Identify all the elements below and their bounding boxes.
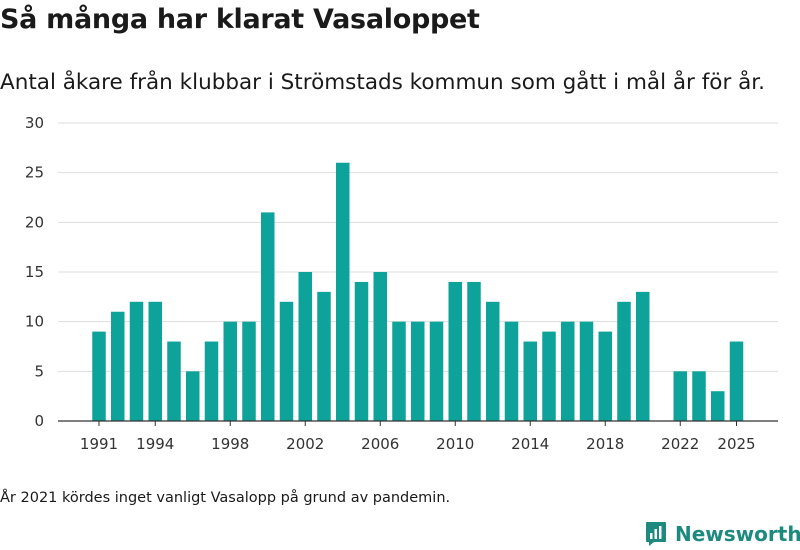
brand: Newsworthy: [645, 519, 800, 549]
bar-1991: [92, 331, 106, 421]
bar-2014: [523, 341, 537, 421]
bar-2024: [711, 391, 725, 421]
y-tick-label: 20: [25, 213, 44, 231]
bars: [92, 162, 744, 421]
chart-title: Så många har klarat Vasaloppet: [0, 4, 480, 35]
bar-2002: [298, 272, 312, 421]
bar-1992: [111, 311, 125, 421]
bar-2001: [279, 301, 294, 421]
y-tick-label: 10: [25, 313, 44, 331]
y-tick-label: 15: [25, 263, 44, 281]
bar-2013: [504, 321, 519, 421]
bar-2010: [448, 281, 462, 421]
y-tick-label: 25: [25, 164, 44, 182]
x-tick-label: 2002: [286, 435, 324, 453]
x-tick-label: 2022: [661, 435, 699, 453]
bar-2023: [692, 371, 706, 421]
bar-2012: [486, 301, 500, 421]
bar-2020: [636, 291, 650, 421]
axes: [58, 420, 778, 426]
bar-2025: [729, 341, 744, 421]
bar-2017: [579, 321, 594, 421]
bar-2007: [392, 321, 406, 421]
bar-2015: [542, 331, 556, 421]
bar-2005: [354, 281, 369, 421]
x-tick-label: 2006: [361, 435, 399, 453]
bar-2018: [598, 331, 612, 421]
x-tick-label: 1994: [136, 435, 174, 453]
bar-2008: [411, 321, 425, 421]
bar-2000: [261, 212, 275, 421]
y-tick-label: 5: [34, 362, 44, 380]
bar-1993: [129, 301, 144, 421]
bar-2019: [617, 301, 631, 421]
chart-subtitle: Antal åkare från klubbar i Strömstads ko…: [0, 70, 765, 95]
bar-1998: [223, 321, 237, 421]
x-tick-label: 2010: [436, 435, 474, 453]
bar-2004: [336, 162, 350, 421]
bar-1995: [167, 341, 181, 421]
x-tick-label: 2018: [586, 435, 624, 453]
bar-2022: [673, 371, 687, 421]
bar-1997: [204, 341, 219, 421]
x-tick-label: 1991: [80, 435, 118, 453]
bar-2011: [467, 281, 481, 421]
bar-2006: [373, 272, 387, 421]
bar-1999: [242, 321, 256, 421]
brand-name: Newsworthy: [675, 522, 800, 546]
bar-2016: [561, 321, 575, 421]
bar-2009: [429, 321, 444, 421]
y-tick-label: 0: [34, 412, 44, 430]
bar-1994: [148, 301, 162, 421]
bar-chart-icon: [646, 522, 666, 546]
bar-2003: [317, 291, 331, 421]
footnote: År 2021 kördes inget vanligt Vasalopp på…: [0, 490, 451, 506]
x-tick-label: 1998: [211, 435, 249, 453]
y-tick-label: 30: [25, 114, 44, 132]
bar-1996: [186, 371, 200, 421]
x-tick-label: 2014: [511, 435, 549, 453]
grid-lines: [58, 122, 778, 372]
x-tick-label: 2025: [717, 435, 755, 453]
